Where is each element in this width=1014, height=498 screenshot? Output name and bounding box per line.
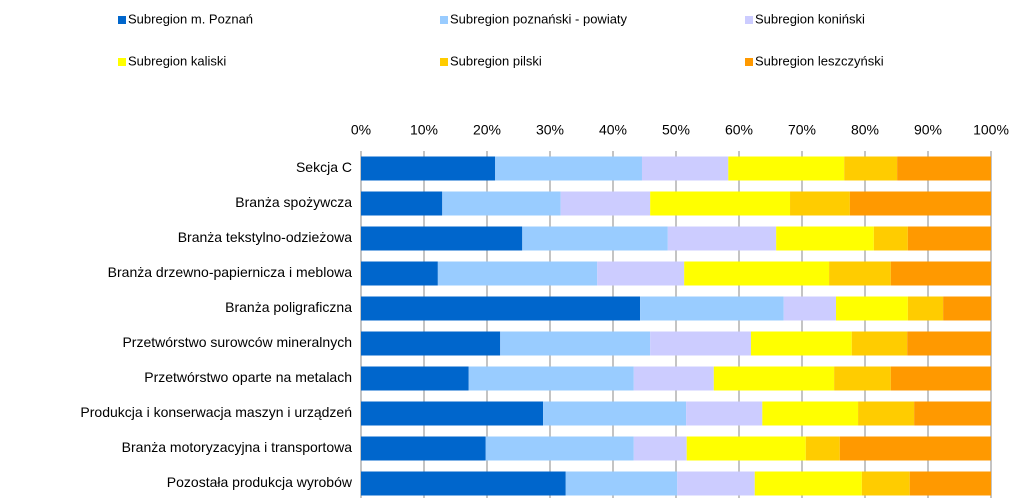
- y-tick-label: Branża drzewno-papiernicza i meblowa: [108, 264, 353, 280]
- bar-segment: [633, 436, 687, 461]
- x-tick-label: 90%: [914, 122, 942, 138]
- legend-swatch: [118, 58, 126, 66]
- bar-segment: [897, 156, 991, 181]
- bar-segment: [361, 401, 544, 426]
- bar-segment: [686, 436, 806, 461]
- y-tick-label: Branża tekstylno-odzieżowa: [178, 229, 353, 245]
- bar-segment: [909, 471, 991, 496]
- x-tick-label: 10%: [410, 122, 438, 138]
- bar-segment: [560, 191, 651, 216]
- bar-segment: [754, 471, 862, 496]
- x-tick-label: 50%: [662, 122, 690, 138]
- bar-segment: [907, 226, 991, 251]
- bar-segment: [686, 401, 763, 426]
- bar-segment: [728, 156, 845, 181]
- bar-segment: [750, 331, 852, 356]
- legend-label: Subregion kaliski: [128, 53, 226, 68]
- bar-segment: [762, 401, 859, 426]
- bar-segment: [495, 156, 642, 181]
- y-tick-label: Przetwórstwo surowców mineralnych: [122, 334, 352, 350]
- legend-label: Subregion pilski: [450, 53, 542, 68]
- x-tick-label: 30%: [536, 122, 564, 138]
- bar-segment: [437, 261, 598, 286]
- bar-segment: [783, 296, 837, 321]
- bar-segment: [633, 366, 714, 391]
- y-tick-label: Branża spożywcza: [235, 194, 352, 210]
- bar-segment: [829, 261, 891, 286]
- bar-segment: [597, 261, 685, 286]
- legend-swatch: [440, 58, 448, 66]
- bar-segment: [873, 226, 908, 251]
- legend-swatch: [745, 58, 753, 66]
- bar-segment: [640, 296, 784, 321]
- bar-segment: [844, 156, 898, 181]
- x-tick-label: 0%: [351, 122, 371, 138]
- bar-segment: [543, 401, 687, 426]
- x-tick-label: 70%: [788, 122, 816, 138]
- bar-segment: [522, 226, 668, 251]
- bar-segment: [468, 366, 634, 391]
- y-tick-label: Przetwórstwo oparte na metalach: [144, 369, 352, 385]
- bar-segment: [907, 331, 991, 356]
- bar-segment: [776, 226, 874, 251]
- legend-swatch: [745, 16, 753, 24]
- bar-segment: [805, 436, 840, 461]
- x-tick-label: 60%: [725, 122, 753, 138]
- bar-segment: [858, 401, 915, 426]
- legend-swatch: [440, 16, 448, 24]
- bar-segment: [361, 261, 438, 286]
- bar-segment: [361, 436, 486, 461]
- y-tick-label: Branża poligraficzna: [225, 299, 352, 315]
- x-tick-label: 100%: [973, 122, 1009, 138]
- bar-segment: [565, 471, 678, 496]
- legend-label: Subregion leszczyński: [755, 53, 884, 68]
- bar-segment: [361, 296, 641, 321]
- y-tick-label: Sekcja C: [296, 159, 352, 175]
- bar-segment: [834, 366, 891, 391]
- x-tick-label: 40%: [599, 122, 627, 138]
- bar-segment: [677, 471, 755, 496]
- bar-segment: [361, 226, 523, 251]
- y-tick-label: Produkcja i konserwacja maszyn i urządze…: [80, 404, 352, 420]
- y-tick-label: Branża motoryzacyjna i transportowa: [122, 439, 353, 455]
- bar-segment: [861, 471, 910, 496]
- bar-segment: [361, 471, 566, 496]
- legend-label: Subregion m. Poznań: [128, 11, 253, 26]
- bar-segment: [684, 261, 830, 286]
- bar-segment: [361, 191, 443, 216]
- bar-segment: [500, 331, 651, 356]
- bar-segment: [650, 191, 791, 216]
- legend-label: Subregion poznański - powiaty: [450, 11, 628, 26]
- bar-segment: [851, 331, 908, 356]
- x-tick-label: 80%: [851, 122, 879, 138]
- bar-segment: [836, 296, 908, 321]
- x-tick-label: 20%: [473, 122, 501, 138]
- bar-segment: [713, 366, 835, 391]
- bar-segment: [890, 261, 991, 286]
- legend-swatch: [118, 16, 126, 24]
- bar-segment: [361, 366, 469, 391]
- bar-segment: [890, 366, 991, 391]
- bar-segment: [442, 191, 561, 216]
- bar-segment: [943, 296, 991, 321]
- bar-segment: [361, 156, 496, 181]
- bar-segment: [790, 191, 850, 216]
- bar-segment: [361, 331, 501, 356]
- bar-segment: [907, 296, 944, 321]
- y-tick-label: Pozostała produkcja wyrobów: [167, 474, 353, 490]
- bar-segment: [641, 156, 729, 181]
- bar-segment: [914, 401, 991, 426]
- bar-segment: [849, 191, 991, 216]
- bar-segment: [667, 226, 777, 251]
- bar-segment: [485, 436, 634, 461]
- legend-label: Subregion koniński: [755, 11, 865, 26]
- bar-segment: [650, 331, 751, 356]
- bar-segment: [839, 436, 991, 461]
